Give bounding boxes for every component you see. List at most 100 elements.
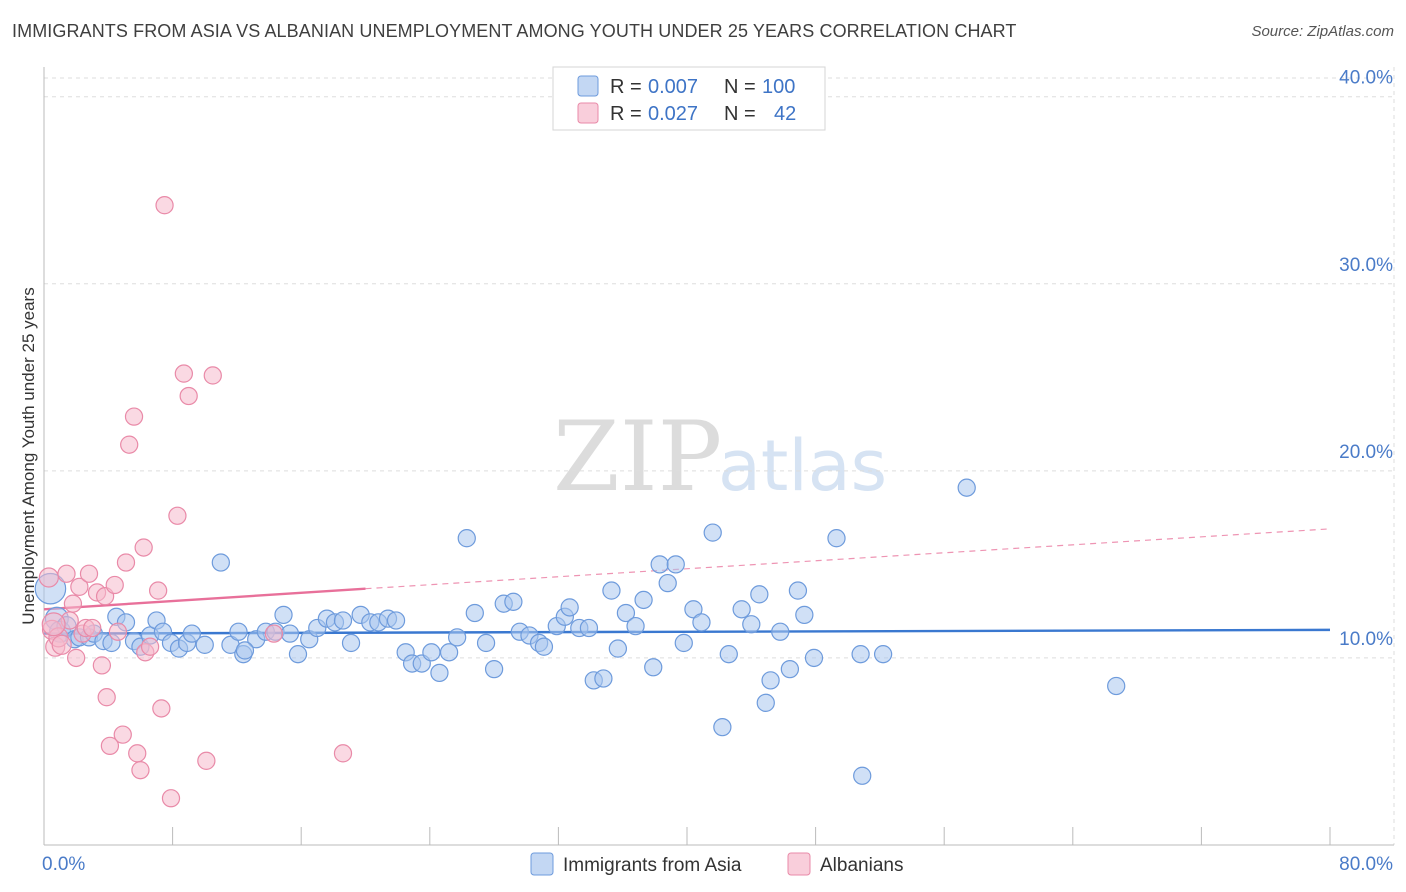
albanian-point bbox=[197, 751, 216, 770]
albanian-point bbox=[179, 386, 198, 406]
asia-point bbox=[274, 605, 293, 625]
asia-point bbox=[439, 643, 459, 662]
asia-point bbox=[780, 660, 800, 679]
asia-point bbox=[430, 663, 449, 683]
series-label-asia: Immigrants from Asia bbox=[563, 855, 742, 876]
asia-point bbox=[579, 618, 599, 638]
asia-point bbox=[658, 573, 677, 593]
asia-point bbox=[594, 669, 613, 688]
albanian-point bbox=[131, 761, 150, 780]
asia-point bbox=[634, 590, 653, 610]
albanian-point bbox=[155, 196, 174, 215]
albanian-point bbox=[97, 688, 116, 707]
asia-point bbox=[484, 660, 504, 679]
asia-point bbox=[560, 598, 579, 617]
asia-point bbox=[504, 592, 523, 611]
asia-point bbox=[827, 529, 846, 548]
asia-point bbox=[713, 717, 732, 737]
albanian-point bbox=[41, 612, 66, 637]
watermark-atlas: atlas bbox=[718, 425, 887, 507]
x-tick-label-max: 80.0% bbox=[1339, 854, 1393, 875]
asia-point bbox=[703, 523, 722, 542]
asia-point bbox=[616, 603, 636, 623]
asia-point bbox=[666, 555, 685, 574]
albanian-point bbox=[63, 594, 83, 613]
asia-point bbox=[853, 766, 872, 785]
asia-point bbox=[476, 633, 496, 653]
albanian-point bbox=[38, 567, 59, 588]
albanian-point bbox=[333, 744, 353, 763]
asia-point bbox=[750, 585, 769, 604]
asia-point bbox=[182, 624, 202, 643]
albanian-point bbox=[161, 789, 181, 808]
albanian-point bbox=[100, 736, 120, 756]
asia-point bbox=[626, 616, 645, 636]
albanian-point bbox=[168, 506, 187, 525]
asia-point bbox=[771, 622, 790, 641]
asia-point bbox=[235, 641, 255, 660]
asia-point bbox=[650, 555, 669, 574]
legend-r-value-1: 0.007 bbox=[648, 76, 698, 98]
asia-point bbox=[211, 553, 230, 572]
asia-point bbox=[957, 478, 976, 497]
albanian-point bbox=[83, 618, 102, 638]
albanian-point bbox=[113, 725, 132, 744]
albanian-point bbox=[124, 407, 144, 426]
y-axis-label: Unemployment Among Youth under 25 years bbox=[19, 287, 38, 624]
correlation-legend: R = 0.007 N = 100 R = 0.027 N = 42 bbox=[552, 66, 826, 131]
asia-point bbox=[608, 639, 628, 658]
legend-r-value-2: 0.027 bbox=[648, 103, 698, 125]
asia-point bbox=[386, 611, 406, 630]
asia-point bbox=[719, 645, 738, 664]
asia-point bbox=[756, 693, 775, 712]
albanian-point bbox=[116, 553, 136, 572]
asia-point bbox=[280, 624, 300, 643]
legend-n-value-2: 42 bbox=[774, 103, 796, 125]
y-tick-label: 10.0% bbox=[1339, 629, 1393, 650]
asia-point bbox=[851, 645, 870, 664]
albanian-point bbox=[70, 577, 89, 596]
albanian-point bbox=[134, 538, 153, 557]
asia-point bbox=[333, 611, 353, 630]
albanian-point bbox=[105, 575, 124, 595]
asia-point bbox=[674, 633, 693, 653]
data-points bbox=[34, 196, 1126, 808]
legend-swatch-pink bbox=[577, 102, 599, 124]
albanian-point bbox=[66, 648, 86, 668]
legend-n-label-2: N = bbox=[724, 103, 756, 125]
series-legend: Immigrants from Asia Albanians bbox=[530, 852, 903, 876]
asia-point bbox=[644, 658, 663, 677]
asia-point bbox=[692, 613, 711, 632]
asia-point bbox=[457, 529, 476, 548]
albanian-point bbox=[92, 656, 112, 675]
y-tick-label: 40.0% bbox=[1339, 68, 1393, 89]
chart-title: IMMIGRANTS FROM ASIA VS ALBANIAN UNEMPLO… bbox=[12, 21, 1017, 41]
series-swatch-asia bbox=[530, 852, 554, 876]
legend-n-label-1: N = bbox=[724, 76, 756, 98]
albanian-point bbox=[120, 435, 139, 454]
asia-point bbox=[742, 615, 761, 634]
asia-point bbox=[804, 648, 824, 668]
asia-point bbox=[795, 605, 814, 625]
asia-point bbox=[761, 671, 780, 690]
asia-point bbox=[447, 628, 467, 647]
albanian-point bbox=[108, 622, 128, 641]
y-tick-label: 20.0% bbox=[1339, 442, 1393, 463]
legend-n-value-1: 100 bbox=[762, 76, 795, 98]
asia-point bbox=[732, 600, 751, 619]
asia-point bbox=[684, 600, 703, 619]
legend-swatch-blue bbox=[577, 75, 599, 97]
albanian-point bbox=[57, 564, 76, 583]
albanian-point bbox=[264, 624, 284, 643]
legend-r-label-1: R = bbox=[610, 76, 642, 98]
asia-point bbox=[465, 603, 484, 623]
albanian-point bbox=[152, 699, 171, 718]
albanian-point bbox=[79, 564, 99, 583]
watermark: ZIP atlas bbox=[553, 401, 887, 513]
albanian-point bbox=[148, 581, 168, 600]
albanian-trend-extension bbox=[365, 528, 1331, 590]
albanian-point bbox=[140, 637, 160, 656]
asia-point bbox=[195, 635, 214, 654]
asia-point bbox=[341, 633, 361, 653]
